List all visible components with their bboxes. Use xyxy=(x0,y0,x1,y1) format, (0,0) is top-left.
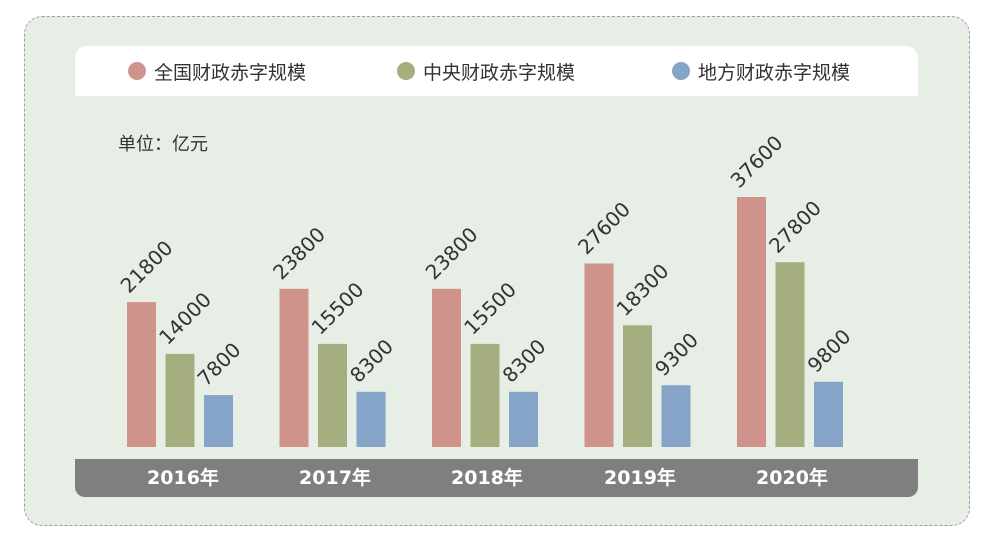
value-label-central-3: 18300 xyxy=(612,259,674,321)
bar-national-0 xyxy=(127,302,156,447)
legend-dot-central xyxy=(397,62,415,80)
unit-label: 单位：亿元 xyxy=(118,134,208,155)
bar-central-4 xyxy=(775,262,805,447)
legend-item-local: 地方财政赤字规模 xyxy=(672,46,850,96)
bar-local-1 xyxy=(356,391,386,447)
bar-local-2 xyxy=(509,391,538,447)
value-label-local-2: 8300 xyxy=(498,334,551,387)
legend-item-national: 全国财政赤字规模 xyxy=(128,46,306,96)
legend-item-central: 中央财政赤字规模 xyxy=(397,46,575,96)
value-label-local-1: 8300 xyxy=(345,334,398,387)
bar-central-3 xyxy=(623,325,652,447)
x-tick-label-2016: 2016年 xyxy=(147,467,219,489)
legend-label-national: 全国财政赤字规模 xyxy=(154,61,307,84)
x-tick-label-2017: 2017年 xyxy=(299,467,371,489)
legend-label-central: 中央财政赤字规模 xyxy=(423,61,576,84)
value-label-national-3: 27600 xyxy=(573,197,635,259)
value-label-central-2: 15500 xyxy=(459,277,521,339)
value-label-central-1: 15500 xyxy=(307,277,369,339)
x-tick-label-2018: 2018年 xyxy=(451,467,523,489)
legend: 全国财政赤字规模 中央财政赤字规模 地方财政赤字规模 xyxy=(75,46,918,96)
value-label-local-4: 9800 xyxy=(803,324,856,377)
value-label-national-1: 23800 xyxy=(268,222,330,284)
value-label-central-0: 14000 xyxy=(154,287,216,349)
value-label-local-0: 7800 xyxy=(193,338,246,391)
bar-national-1 xyxy=(279,288,309,447)
value-label-national-4: 37600 xyxy=(726,131,788,193)
bar-central-0 xyxy=(165,353,195,447)
bar-central-1 xyxy=(318,343,347,447)
legend-label-local: 地方财政赤字规模 xyxy=(698,61,851,84)
legend-dot-national xyxy=(128,62,146,80)
bar-national-4 xyxy=(737,197,766,447)
legend-dot-local xyxy=(672,62,690,80)
bar-local-3 xyxy=(661,385,691,447)
x-axis-band xyxy=(75,459,918,497)
value-label-national-0: 21800 xyxy=(116,236,178,298)
bar-national-3 xyxy=(584,263,614,447)
x-tick-label-2020: 2020年 xyxy=(756,467,828,489)
value-label-national-2: 23800 xyxy=(421,222,483,284)
value-label-central-4: 27800 xyxy=(764,196,826,258)
bar-national-2 xyxy=(432,288,461,447)
bar-local-0 xyxy=(204,395,233,447)
bar-local-4 xyxy=(814,381,843,447)
bar-central-2 xyxy=(470,343,500,447)
x-tick-label-2019: 2019年 xyxy=(604,467,676,489)
value-label-local-3: 9300 xyxy=(650,328,703,381)
